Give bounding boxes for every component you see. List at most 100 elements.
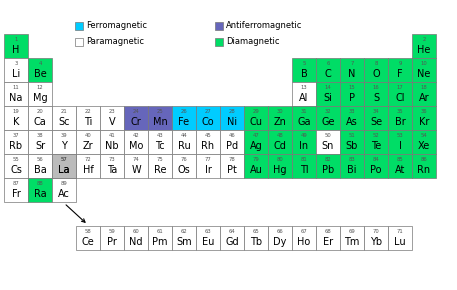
Text: Au: Au: [250, 165, 262, 175]
Text: Re: Re: [154, 165, 166, 175]
Text: 38: 38: [37, 133, 43, 138]
Text: 24: 24: [133, 109, 139, 114]
Bar: [148, 130, 172, 154]
Text: 7: 7: [351, 61, 354, 66]
Bar: [172, 130, 196, 154]
Text: P: P: [349, 93, 355, 103]
Bar: [75, 22, 83, 30]
Bar: [215, 38, 223, 46]
Text: Dy: Dy: [273, 237, 287, 246]
Bar: [292, 130, 316, 154]
Text: 55: 55: [13, 157, 19, 162]
Text: 26: 26: [181, 109, 187, 114]
Text: Ferromagnetic: Ferromagnetic: [86, 21, 147, 30]
Text: 56: 56: [37, 157, 43, 162]
Text: W: W: [131, 165, 141, 175]
Text: Pt: Pt: [227, 165, 237, 175]
Bar: [220, 130, 244, 154]
Bar: [364, 82, 388, 106]
Text: 22: 22: [85, 109, 91, 114]
Text: Yb: Yb: [370, 237, 382, 246]
Text: Hf: Hf: [83, 165, 93, 175]
Text: Na: Na: [9, 93, 23, 103]
Bar: [268, 154, 292, 178]
Text: N: N: [348, 69, 356, 79]
Text: Li: Li: [12, 69, 20, 79]
Text: Mo: Mo: [129, 141, 143, 151]
Text: Nd: Nd: [129, 237, 143, 246]
Text: Diamagnetic: Diamagnetic: [226, 37, 280, 46]
Text: Si: Si: [324, 93, 332, 103]
Text: 53: 53: [397, 133, 404, 138]
Bar: [388, 106, 412, 130]
Text: 5: 5: [303, 61, 306, 66]
Bar: [4, 34, 28, 58]
Text: Sm: Sm: [176, 237, 192, 246]
Bar: [148, 226, 172, 250]
Bar: [412, 106, 436, 130]
Text: Cr: Cr: [131, 117, 141, 127]
Bar: [28, 154, 52, 178]
Bar: [340, 58, 364, 82]
Text: Zn: Zn: [274, 117, 287, 127]
Bar: [196, 130, 220, 154]
Text: 62: 62: [181, 229, 187, 234]
Text: 86: 86: [420, 157, 427, 162]
Text: Rn: Rn: [417, 165, 430, 175]
Bar: [4, 130, 28, 154]
Text: Zr: Zr: [83, 141, 93, 151]
Text: 28: 28: [228, 109, 235, 114]
Text: 40: 40: [85, 133, 91, 138]
Text: Gd: Gd: [225, 237, 239, 246]
Bar: [28, 130, 52, 154]
Text: 33: 33: [349, 109, 355, 114]
Text: Cs: Cs: [10, 165, 22, 175]
Text: K: K: [13, 117, 19, 127]
Bar: [388, 154, 412, 178]
Bar: [244, 226, 268, 250]
Bar: [364, 130, 388, 154]
Bar: [75, 38, 83, 46]
Bar: [316, 130, 340, 154]
Text: C: C: [324, 69, 331, 79]
Text: Y: Y: [61, 141, 67, 151]
Text: Xe: Xe: [418, 141, 430, 151]
Bar: [412, 58, 436, 82]
Text: Cl: Cl: [395, 93, 405, 103]
Bar: [100, 226, 124, 250]
Text: Hg: Hg: [273, 165, 287, 175]
Bar: [220, 106, 244, 130]
Bar: [292, 154, 316, 178]
Bar: [388, 226, 412, 250]
Text: 81: 81: [301, 157, 308, 162]
Text: 61: 61: [157, 229, 163, 234]
Text: Pr: Pr: [107, 237, 117, 246]
Bar: [28, 106, 52, 130]
Bar: [4, 82, 28, 106]
Text: Rb: Rb: [10, 141, 22, 151]
Bar: [124, 226, 148, 250]
Text: 39: 39: [61, 133, 67, 138]
Text: 16: 16: [372, 85, 379, 90]
Bar: [52, 130, 76, 154]
Bar: [388, 130, 412, 154]
Bar: [28, 178, 52, 202]
Text: 45: 45: [205, 133, 212, 138]
Bar: [364, 154, 388, 178]
Bar: [148, 154, 172, 178]
Text: Sc: Sc: [58, 117, 70, 127]
Bar: [76, 106, 100, 130]
Text: 88: 88: [37, 181, 43, 186]
Text: 36: 36: [421, 109, 427, 114]
Bar: [100, 106, 124, 130]
Text: 58: 58: [85, 229, 91, 234]
Text: Ac: Ac: [58, 188, 70, 199]
Bar: [316, 82, 340, 106]
Text: 50: 50: [324, 133, 331, 138]
Bar: [124, 130, 148, 154]
Text: 20: 20: [37, 109, 43, 114]
Text: Rh: Rh: [202, 141, 215, 151]
Bar: [316, 106, 340, 130]
Text: Be: Be: [34, 69, 46, 79]
Text: 69: 69: [349, 229, 356, 234]
